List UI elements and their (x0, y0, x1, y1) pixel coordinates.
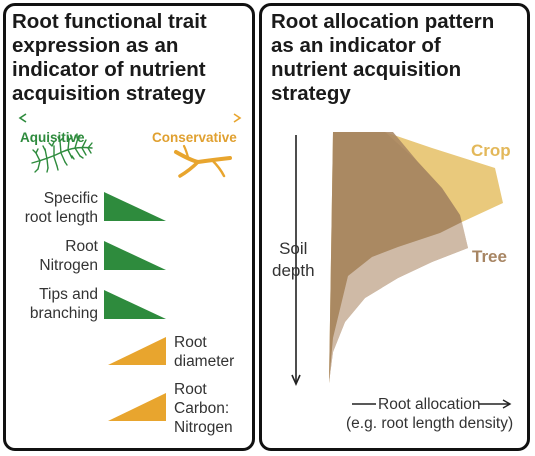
trait-label-root-diameter: Root diameter (174, 334, 235, 370)
trait-label-specific-root-length: Specific root length (24, 190, 98, 226)
coarse-root-icon (174, 144, 232, 178)
root-allocation-sublabel: (e.g. root length density) (346, 415, 514, 432)
right-title-line-2: as an indicator of (271, 34, 441, 57)
right-title-line-4: strategy (271, 82, 351, 105)
tree-series-label: Tree (472, 247, 507, 266)
crop-series-label: Crop (471, 141, 511, 160)
conservative-label: Conservative (152, 130, 237, 145)
trait-triangle-root-diameter (108, 337, 166, 365)
tree-lower-tail-shape (329, 222, 468, 383)
trait-triangle-root-nitrogen (104, 241, 166, 270)
left-title-line-4: acquisition strategy (12, 82, 206, 105)
x-axis-arrowhead (502, 399, 512, 409)
soil-depth-label: Soil depth (272, 239, 315, 280)
right-panel-title: Root allocation pattern as an indicator … (271, 10, 494, 106)
trait-triangle-specific-root-length (104, 192, 166, 221)
trait-label-tips-branching: Tips and branching (29, 286, 98, 322)
acquisitive-label: Aquisitive (20, 130, 85, 145)
trait-triangle-tips-branching (104, 290, 166, 319)
left-title-line-2: expression as an (12, 34, 179, 57)
trait-label-root-nitrogen: Root Nitrogen (39, 238, 98, 274)
left-panel (3, 3, 255, 451)
root-allocation-label: Root allocation (378, 396, 481, 413)
left-panel-title: Root functional trait expression as an i… (12, 10, 207, 106)
fine-root-icon (31, 133, 93, 173)
soil-depth-arrowhead (291, 374, 301, 386)
left-title-line-1: Root functional trait (12, 10, 207, 33)
right-title-line-3: nutrient acquisition (271, 58, 462, 81)
trait-label-root-carbon-nitrogen: Root Carbon: Nitrogen (174, 381, 233, 436)
right-title-line-1: Root allocation pattern (271, 10, 495, 33)
trait-triangle-root-carbon-nitrogen (108, 393, 166, 421)
overlap-shape (329, 132, 462, 383)
left-title-line-3: indicator of nutrient (12, 58, 206, 81)
strategy-axis-arrow (18, 113, 242, 123)
